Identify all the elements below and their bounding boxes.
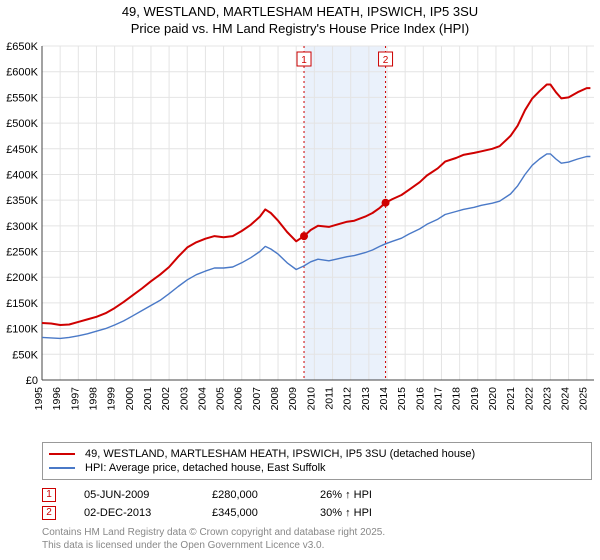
title-block: 49, WESTLAND, MARTLESHAM HEATH, IPSWICH,…	[0, 0, 600, 40]
svg-text:2013: 2013	[360, 387, 372, 411]
svg-text:1995: 1995	[33, 387, 45, 411]
footer-line-1: Contains HM Land Registry data © Crown c…	[42, 526, 592, 539]
svg-text:£350K: £350K	[6, 195, 38, 207]
legend-item-hpi: HPI: Average price, detached house, East…	[49, 461, 585, 475]
svg-text:2025: 2025	[578, 387, 590, 411]
svg-text:2018: 2018	[451, 387, 463, 411]
footer-line-2: This data is licensed under the Open Gov…	[42, 539, 592, 552]
svg-text:£0: £0	[26, 375, 38, 387]
svg-text:£100K: £100K	[6, 323, 38, 335]
svg-text:2022: 2022	[523, 387, 535, 411]
legend-swatch-price-paid	[49, 453, 75, 455]
svg-text:1998: 1998	[87, 387, 99, 411]
transaction-marker-icon: 1	[42, 488, 56, 502]
chart-svg: £0 £50K £100K £150K £200K £250K £300K £350K £400…	[0, 40, 600, 438]
svg-text:2011: 2011	[324, 387, 336, 410]
svg-text:2005: 2005	[215, 387, 227, 411]
svg-text:2000: 2000	[124, 387, 136, 411]
svg-text:£50K: £50K	[12, 349, 38, 361]
svg-text:2017: 2017	[432, 387, 444, 411]
svg-text:2002: 2002	[160, 387, 172, 411]
transaction-date: 02-DEC-2013	[84, 507, 184, 519]
svg-text:2019: 2019	[469, 387, 481, 411]
svg-text:2010: 2010	[305, 387, 317, 411]
svg-text:£250K: £250K	[6, 246, 38, 258]
svg-text:2003: 2003	[178, 387, 190, 411]
svg-text:£500K: £500K	[6, 118, 38, 130]
svg-text:£400K: £400K	[6, 169, 38, 181]
svg-text:2015: 2015	[396, 387, 408, 411]
svg-text:1999: 1999	[106, 387, 118, 411]
title-line-1: 49, WESTLAND, MARTLESHAM HEATH, IPSWICH,…	[0, 4, 600, 21]
legend-label-price-paid: 49, WESTLAND, MARTLESHAM HEATH, IPSWICH,…	[85, 448, 475, 460]
transaction-price: £280,000	[212, 489, 292, 501]
legend: 49, WESTLAND, MARTLESHAM HEATH, IPSWICH,…	[42, 442, 592, 480]
chart-area: £0 £50K £100K £150K £200K £250K £300K £350K £400…	[0, 40, 600, 438]
svg-text:2009: 2009	[287, 387, 299, 411]
svg-text:2016: 2016	[414, 387, 426, 411]
svg-text:2023: 2023	[541, 387, 553, 411]
svg-text:£650K: £650K	[6, 41, 38, 53]
svg-text:£550K: £550K	[6, 92, 38, 104]
svg-text:2007: 2007	[251, 387, 263, 411]
transaction-marker-icon: 2	[42, 506, 56, 520]
transaction-table: 1 05-JUN-2009 £280,000 26% ↑ HPI 2 02-DE…	[42, 486, 592, 522]
transaction-row: 2 02-DEC-2013 £345,000 30% ↑ HPI	[42, 504, 592, 522]
svg-text:1997: 1997	[69, 387, 81, 411]
transaction-hpi-delta: 26% ↑ HPI	[320, 489, 420, 501]
transaction-date: 05-JUN-2009	[84, 489, 184, 501]
svg-text:2006: 2006	[233, 387, 245, 411]
svg-text:£600K: £600K	[6, 66, 38, 78]
svg-text:1996: 1996	[51, 387, 63, 411]
legend-swatch-hpi	[49, 467, 75, 469]
legend-label-hpi: HPI: Average price, detached house, East…	[85, 462, 326, 474]
svg-text:£450K: £450K	[6, 144, 38, 156]
svg-text:2014: 2014	[378, 387, 390, 411]
transaction-row: 1 05-JUN-2009 £280,000 26% ↑ HPI	[42, 486, 592, 504]
svg-text:1: 1	[301, 55, 307, 66]
svg-text:2024: 2024	[560, 387, 572, 411]
legend-item-price-paid: 49, WESTLAND, MARTLESHAM HEATH, IPSWICH,…	[49, 447, 585, 461]
svg-text:2001: 2001	[142, 387, 154, 411]
title-line-2: Price paid vs. HM Land Registry's House …	[0, 21, 600, 38]
footer: Contains HM Land Registry data © Crown c…	[42, 526, 592, 552]
svg-text:2021: 2021	[505, 387, 517, 411]
chart-container: { "title": { "line1": "49, WESTLAND, MAR…	[0, 0, 600, 552]
svg-text:2008: 2008	[269, 387, 281, 411]
transaction-price: £345,000	[212, 507, 292, 519]
svg-text:£200K: £200K	[6, 272, 38, 284]
svg-text:2012: 2012	[342, 387, 354, 411]
svg-text:£150K: £150K	[6, 298, 38, 310]
transaction-hpi-delta: 30% ↑ HPI	[320, 507, 420, 519]
svg-text:2: 2	[383, 55, 389, 66]
svg-text:2004: 2004	[196, 387, 208, 411]
svg-text:£300K: £300K	[6, 221, 38, 233]
svg-text:2020: 2020	[487, 387, 499, 411]
